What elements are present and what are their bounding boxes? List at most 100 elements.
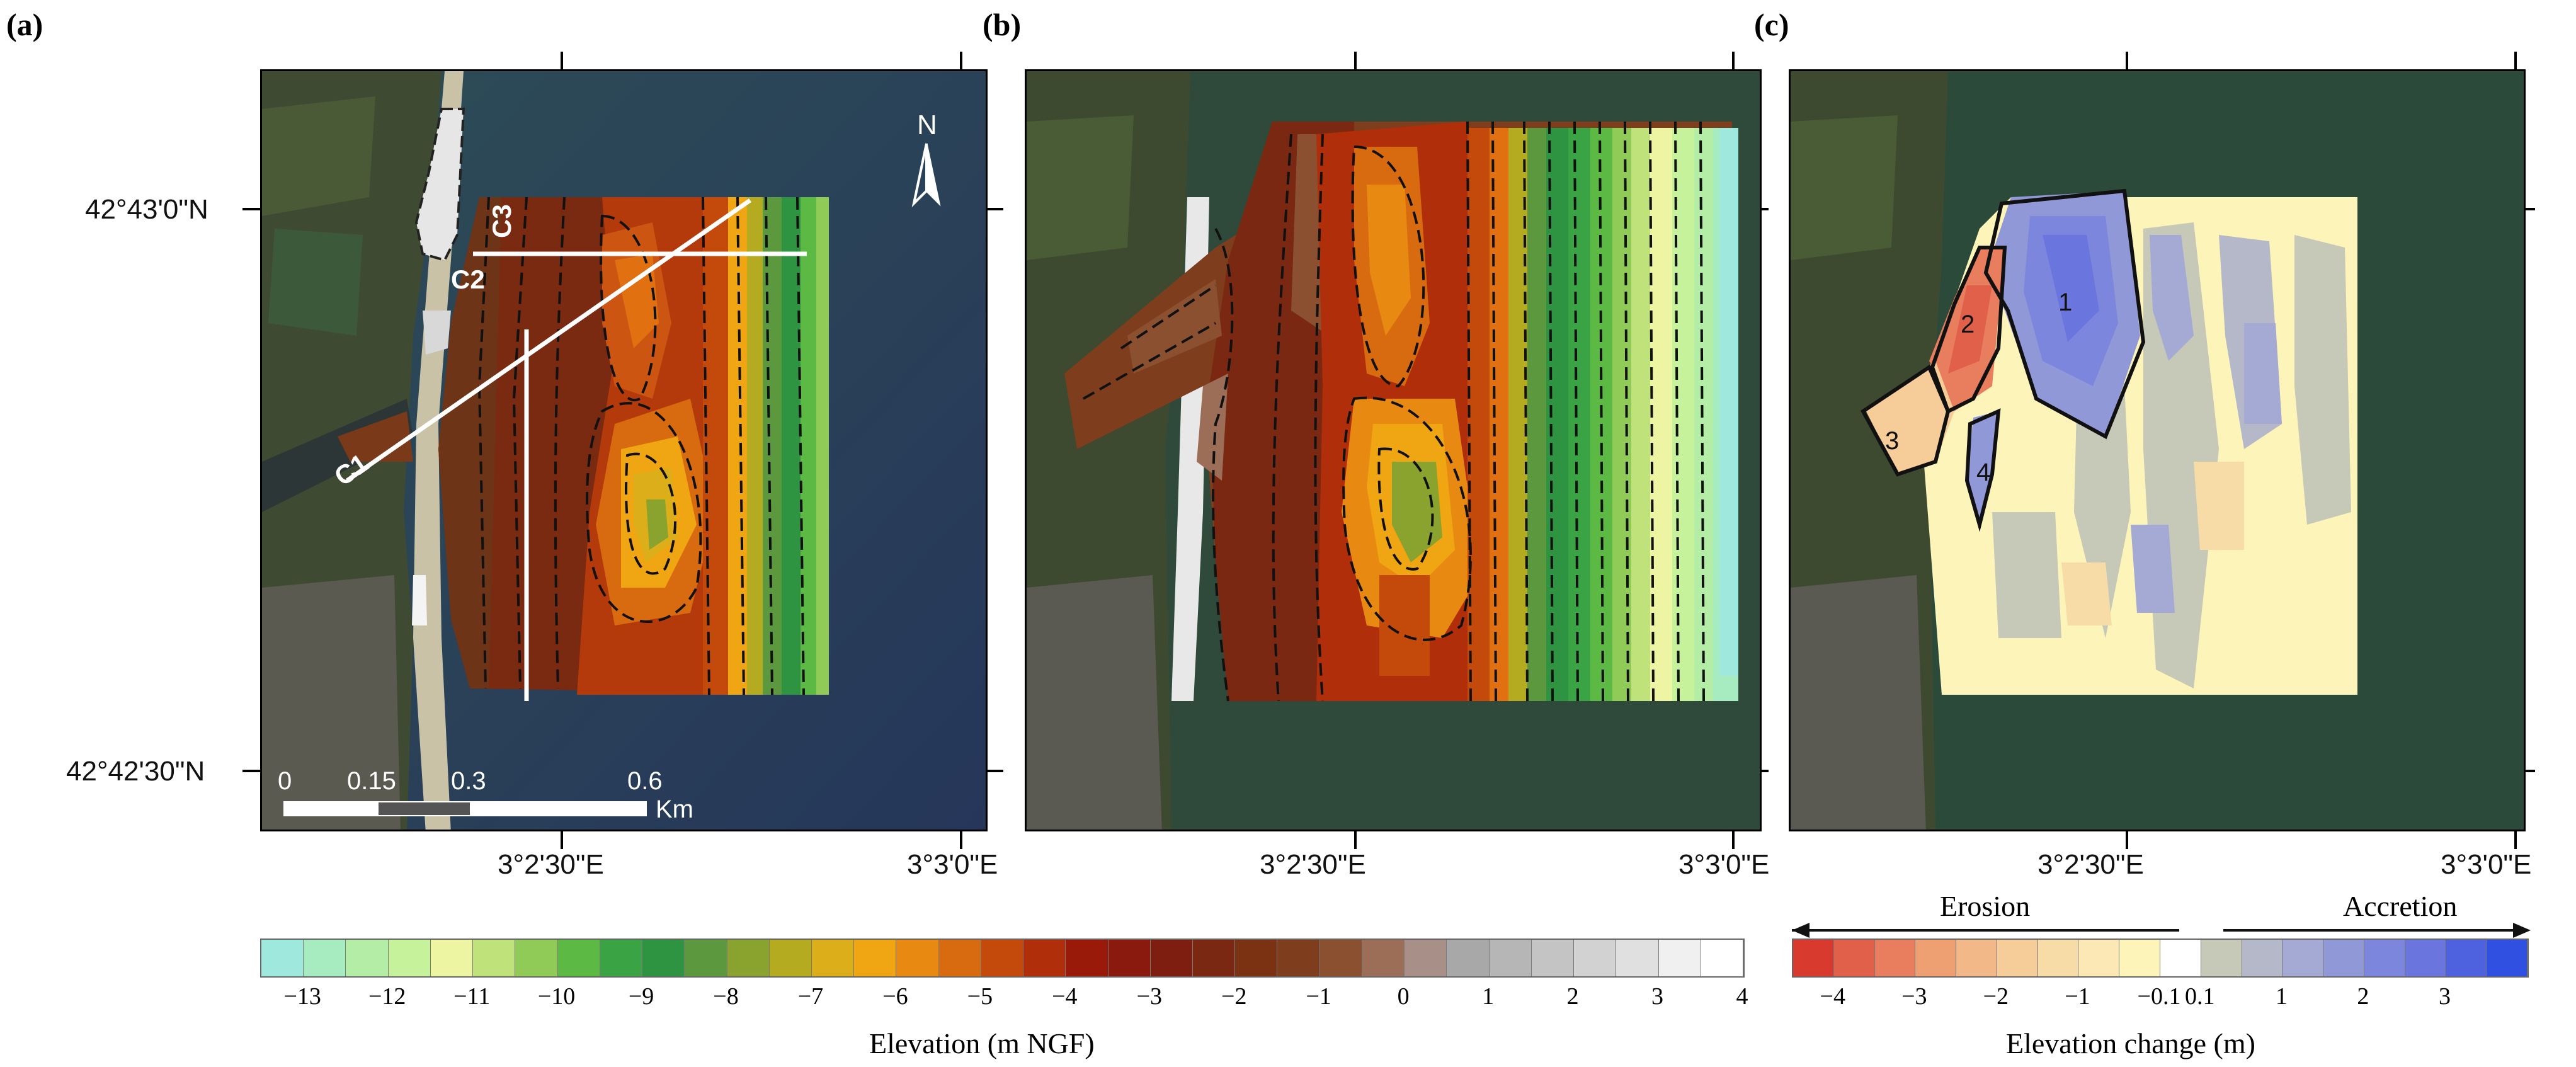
lon-label-a-right: 3°3'0"E	[907, 849, 998, 880]
erosion-arrow-line	[1792, 929, 2179, 932]
zone-label-4: 4	[1976, 459, 1990, 486]
scale-bar: 0 0.15 0.3 0.6 Km	[278, 767, 693, 823]
change-swatch	[2282, 940, 2324, 976]
elevation-tick-label: −10	[537, 983, 576, 1010]
elevation-swatch	[515, 940, 558, 976]
elevation-colorbar-title: Elevation (m NGF)	[869, 1027, 1095, 1059]
elevation-tick-label: −5	[967, 983, 993, 1010]
change-swatch	[2201, 940, 2242, 976]
map-panel-c: 1 2 3 4	[1789, 69, 2526, 831]
zone-label-2: 2	[1961, 311, 1975, 338]
elevation-swatch	[600, 940, 643, 976]
lon-label-c-left: 3°2'30"E	[2037, 849, 2144, 880]
elevation-swatch	[1066, 940, 1108, 976]
elevation-swatch	[685, 940, 727, 976]
lon-label-a-left: 3°2'30"E	[498, 849, 604, 880]
elevation-swatch	[304, 940, 346, 976]
tick	[242, 770, 260, 772]
elevation-tick-label: 4	[1736, 983, 1748, 1010]
change-swatch	[2160, 940, 2201, 976]
elevation-swatch	[1319, 940, 1362, 976]
erosion-label: Erosion	[1940, 890, 2031, 922]
erosion-arrow-head	[1792, 923, 1809, 938]
zone-4-outline	[1964, 408, 2001, 532]
zone-3-outline	[1861, 364, 1951, 477]
scale-unit: Km	[656, 796, 693, 823]
elevation-swatch	[1701, 940, 1743, 976]
urban-area	[1791, 575, 1926, 830]
change-swatch	[1915, 940, 1957, 976]
change-tick-label: 0.1	[2185, 983, 2215, 1010]
map-c-svg: 1 2 3 4	[1791, 71, 2524, 830]
tick	[2517, 770, 2535, 772]
elevation-swatch	[854, 940, 897, 976]
elevation-swatch	[346, 940, 389, 976]
change-swatch	[2405, 940, 2446, 976]
change-tick-label: −2	[1983, 983, 2009, 1010]
scale-tick-015: 0.15	[347, 767, 396, 795]
tick	[561, 52, 563, 69]
zone-label-3: 3	[1885, 427, 1899, 455]
change-colorbar-labels: −4 −3 −2 −1 −0.1 0.1 1 2 3	[1792, 983, 2529, 1014]
field-patch	[1027, 115, 1134, 260]
change-swatch	[2119, 940, 2160, 976]
accretion-arrow-head	[2513, 923, 2531, 938]
tick	[561, 831, 563, 849]
elevation-swatch	[1235, 940, 1278, 976]
elevation-swatch	[473, 940, 516, 976]
elevation-swatch	[727, 940, 770, 976]
panel-label-c: (c)	[1754, 7, 1789, 42]
elevation-swatch	[1150, 940, 1194, 976]
elevation-raster	[438, 197, 829, 695]
tick	[2517, 208, 2535, 210]
change-swatch	[1833, 940, 1875, 976]
lon-label-c-right: 3°3'0"E	[2441, 849, 2532, 880]
tick	[986, 208, 1003, 210]
change-swatch	[1793, 940, 1834, 976]
tick	[1354, 52, 1357, 69]
lat-label-top: 42°43'0"N	[85, 194, 208, 225]
tick	[1732, 52, 1735, 69]
change-tick-label: 3	[2438, 983, 2451, 1010]
map-a-svg: C1 C2 C3 N 0 0.15 0.3 0.6 Km	[262, 71, 986, 830]
elevation-swatch	[811, 940, 855, 976]
tick	[1354, 831, 1357, 849]
dune	[414, 108, 465, 262]
change-tick-label: 1	[2275, 983, 2288, 1010]
dune	[412, 575, 427, 625]
urban-area	[1027, 575, 1162, 830]
change-tick-label: −3	[1901, 983, 1927, 1010]
elevation-tick-label: −11	[453, 983, 491, 1010]
elevation-swatch	[1405, 940, 1447, 976]
scale-tick-03: 0.3	[451, 767, 486, 795]
field-patch	[262, 96, 375, 216]
change-raster	[1866, 191, 2357, 695]
panel-label-a: (a)	[6, 7, 43, 42]
field-patch	[1791, 115, 1898, 260]
elevation-swatch	[557, 940, 600, 976]
elevation-swatch	[430, 940, 474, 976]
change-swatch	[2487, 940, 2528, 976]
elevation-tick-label: −9	[628, 983, 654, 1010]
elevation-swatch	[1277, 940, 1320, 976]
north-arrow: N	[911, 110, 941, 208]
elevation-tick-label: 0	[1397, 983, 1410, 1010]
transect-label-c3: C3	[487, 204, 516, 238]
zone-1-outline	[1983, 188, 2146, 440]
elevation-swatch	[769, 940, 812, 976]
map-panel-a: C1 C2 C3 N 0 0.15 0.3 0.6 Km	[260, 69, 988, 831]
elevation-swatch	[1193, 940, 1236, 976]
dune	[423, 311, 451, 355]
change-swatch	[1874, 940, 1916, 976]
elevation-tick-label: −4	[1052, 983, 1078, 1010]
zone-label-1: 1	[2058, 288, 2072, 316]
map-b-svg	[1027, 71, 1760, 830]
elevation-tick-label: −6	[882, 983, 908, 1010]
elevation-swatch	[1531, 940, 1575, 976]
scale-tick-06: 0.6	[627, 767, 663, 795]
elevation-swatch	[1362, 940, 1405, 976]
lon-label-b-right: 3°3'0"E	[1678, 849, 1770, 880]
north-label: N	[917, 110, 937, 140]
elevation-tick-label: −12	[368, 983, 406, 1010]
elevation-colorbar-labels: −13 −12 −11 −10 −9 −8 −7 −6 −5 −4 −3 −2 −1 0 1 2 3 4	[260, 983, 1748, 1014]
